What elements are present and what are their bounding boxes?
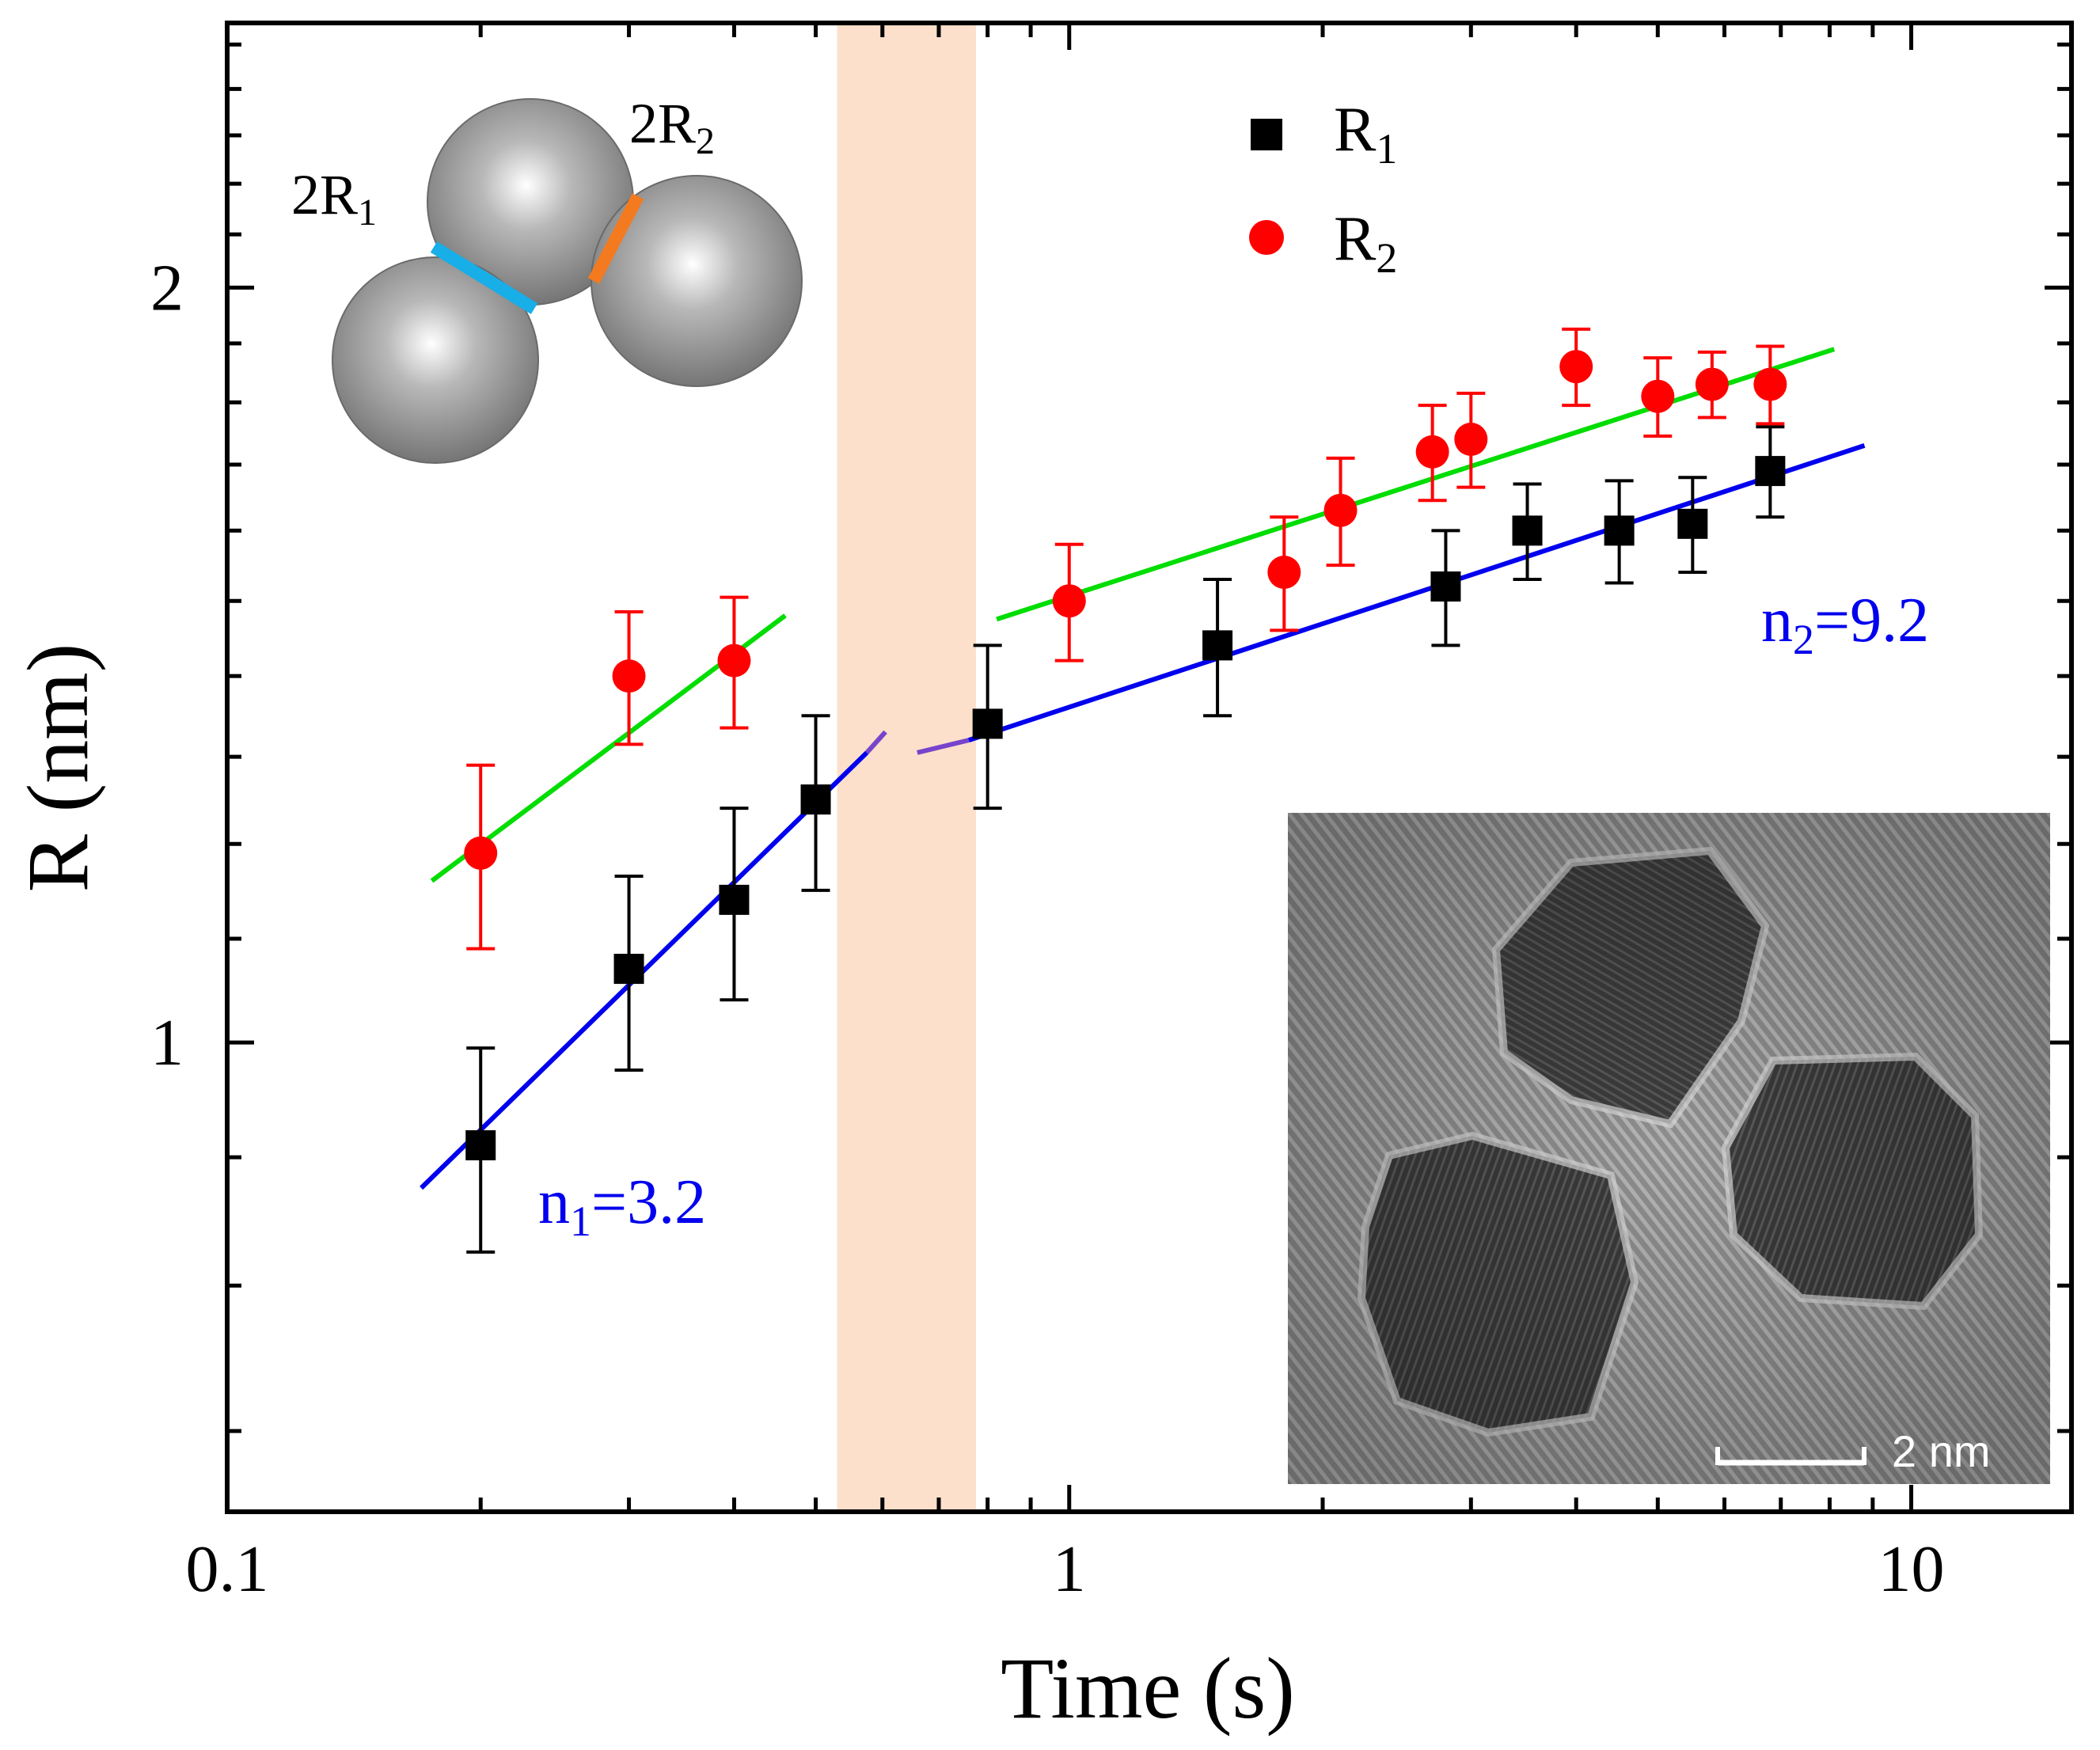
annotation-n2-value: =9.2: [1814, 586, 1929, 655]
r2-point-11: [1695, 367, 1729, 401]
fit-line-1: [420, 750, 869, 1190]
annotation-n1-value: =3.2: [591, 1167, 706, 1237]
neck-r2-line: [587, 193, 644, 284]
schematic-label-2r1-prefix: 2R: [291, 163, 358, 226]
x-tick-label: 10: [1878, 1532, 1945, 1606]
transition-shaded-region: [837, 23, 977, 1512]
r2-point-7: [1415, 435, 1449, 469]
micrograph-vignette: [1288, 813, 2050, 1484]
r2-point-12: [1753, 367, 1787, 401]
schematic-label-2r1-sub: 1: [358, 192, 377, 233]
fit-line-3: [917, 738, 970, 755]
axis-ticks: [225, 23, 2072, 1512]
r2-point-2: [612, 659, 646, 693]
plot-frame: [225, 21, 2074, 1514]
fit-line-4: [968, 443, 1866, 742]
y-tick-label: 1: [150, 1006, 184, 1080]
r2-point-3: [717, 643, 751, 678]
r1-point-3: [719, 884, 750, 915]
r1-point-1: [465, 1129, 496, 1160]
r1-point-11: [1755, 456, 1786, 487]
legend-marker-r1: [1251, 119, 1282, 150]
annotation-n2-sub: 2: [1793, 616, 1814, 663]
legend-label-r1-base: R: [1334, 95, 1377, 165]
sphere-left: [332, 256, 539, 464]
annotation-n1-base: n: [538, 1167, 570, 1237]
data-points: [464, 327, 1787, 1254]
r1-point-9: [1604, 515, 1635, 546]
legend-label-r1-sub: 1: [1376, 125, 1397, 173]
annotation-n2-base: n: [1761, 586, 1793, 655]
x-tick-label: 0.1: [186, 1532, 269, 1606]
schematic-inset: 2R1 2R2: [291, 92, 803, 464]
r1-point-8: [1512, 515, 1543, 546]
x-axis-title: Time (s): [1001, 1640, 1295, 1737]
fit-line-6: [996, 347, 1836, 622]
legend-label-r2: R2: [1334, 204, 1397, 282]
schematic-label-2r1: 2R1: [291, 163, 377, 233]
annotation-n1-sub: 1: [570, 1198, 591, 1245]
r2-point-10: [1641, 379, 1675, 413]
annotation-n2: n2=9.2: [1761, 586, 1929, 663]
legend-label-r2-sub: 2: [1376, 234, 1397, 282]
r2-point-1: [464, 836, 498, 870]
schematic-label-2r2-sub: 2: [696, 120, 715, 162]
annotation-n1: n1=3.2: [538, 1167, 706, 1245]
scale-bar-label: 2 nm: [1892, 1426, 1991, 1476]
legend: R1 R2: [1249, 95, 1397, 282]
x-tick-label: 1: [1053, 1532, 1086, 1606]
schematic-label-2r2: 2R2: [629, 92, 715, 162]
r1-point-6: [1202, 630, 1233, 661]
r1-point-2: [613, 954, 644, 985]
neck-r1-line: [430, 241, 538, 314]
r1-point-5: [972, 708, 1003, 739]
r2-point-5: [1267, 555, 1301, 589]
r2-point-8: [1454, 422, 1488, 456]
sphere-right: [591, 175, 803, 387]
r2-point-9: [1559, 350, 1593, 384]
fit-lines: [420, 347, 1866, 1190]
r2-point-4: [1052, 584, 1086, 618]
axis-tick-labels: 0.1 1 10 1 2: [150, 251, 1945, 1606]
legend-label-r1: R1: [1334, 95, 1397, 173]
r1-point-10: [1677, 508, 1708, 539]
y-tick-label: 2: [150, 251, 184, 325]
tem-micrograph-inset: 2 nm: [1288, 813, 2050, 1484]
r1-point-4: [800, 784, 831, 815]
schematic-label-2r2-prefix: 2R: [629, 92, 696, 155]
y-axis-title: R (nm): [9, 643, 106, 893]
legend-label-r2-base: R: [1334, 204, 1377, 274]
fit-line-2: [864, 730, 887, 754]
legend-marker-r2: [1249, 220, 1284, 255]
r2-point-6: [1323, 493, 1358, 527]
r1-point-7: [1430, 571, 1461, 602]
